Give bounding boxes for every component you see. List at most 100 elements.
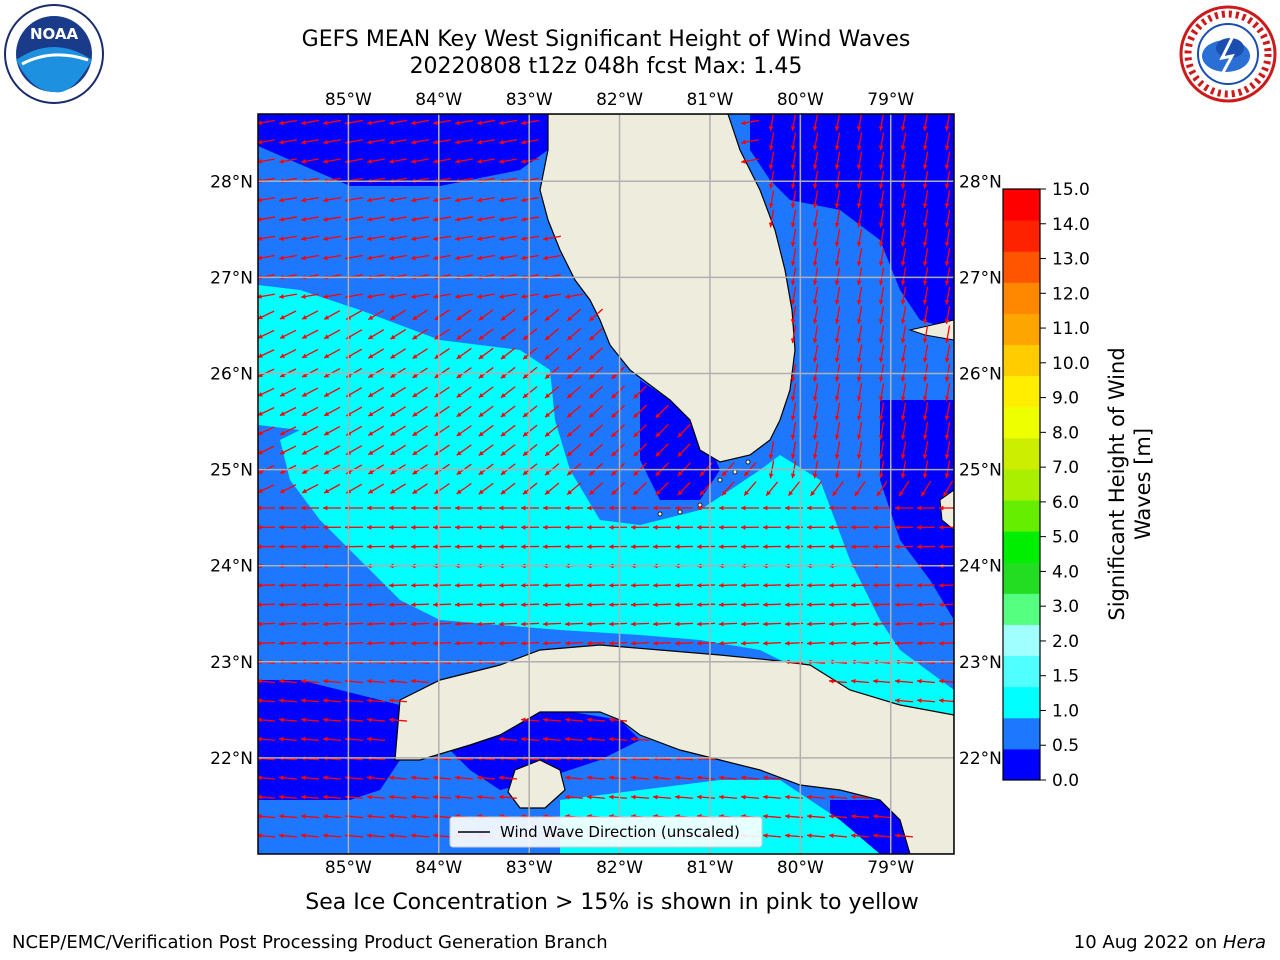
wave-direction-arrow bbox=[300, 698, 320, 703]
wave-direction-arrow bbox=[812, 228, 819, 247]
wave-direction-arrow bbox=[367, 348, 385, 359]
wave-direction-arrow bbox=[812, 306, 819, 324]
wave-direction-arrow bbox=[389, 119, 407, 126]
wave-direction-arrow bbox=[367, 139, 385, 145]
wave-direction-arrow bbox=[412, 328, 428, 340]
wave-direction-arrow bbox=[696, 544, 716, 550]
colorbar-segment bbox=[1003, 531, 1040, 563]
wave-direction-arrow bbox=[323, 310, 341, 320]
wave-direction-arrow bbox=[894, 544, 914, 550]
wave-direction-arrow bbox=[367, 329, 385, 340]
wave-direction-arrow bbox=[279, 139, 297, 145]
wave-direction-arrow bbox=[740, 775, 760, 781]
wave-direction-arrow bbox=[388, 833, 408, 839]
wave-direction-arrow bbox=[278, 544, 298, 550]
wave-direction-arrow bbox=[834, 421, 841, 440]
wave-direction-arrow bbox=[900, 325, 907, 344]
wave-direction-arrow bbox=[454, 582, 474, 588]
wave-direction-arrow bbox=[279, 235, 297, 241]
wave-direction-arrow bbox=[564, 602, 584, 608]
colorbar-segment bbox=[1003, 748, 1040, 781]
wave-direction-arrow bbox=[633, 443, 647, 457]
wave-direction-arrow bbox=[477, 139, 495, 145]
wave-direction-arrow bbox=[944, 286, 951, 305]
wave-direction-arrow bbox=[279, 293, 297, 299]
wave-direction-arrow bbox=[828, 833, 848, 839]
wave-direction-arrow bbox=[674, 505, 694, 511]
wave-direction-arrow bbox=[834, 209, 841, 228]
lon-tick-label-top: 83°W bbox=[506, 90, 553, 110]
wave-direction-arrow bbox=[300, 505, 320, 511]
wave-direction-arrow bbox=[894, 505, 914, 511]
wave-direction-arrow bbox=[301, 445, 319, 455]
wave-direction-arrow bbox=[278, 524, 298, 530]
wave-direction-arrow bbox=[828, 621, 848, 627]
wave-direction-arrow bbox=[944, 441, 951, 460]
wave-direction-arrow bbox=[762, 602, 782, 608]
wave-direction-arrow bbox=[478, 482, 494, 495]
wave-direction-arrow bbox=[412, 309, 428, 321]
wave-direction-arrow bbox=[630, 544, 650, 550]
wave-direction-arrow bbox=[301, 158, 319, 164]
wave-direction-arrow bbox=[856, 383, 863, 402]
lon-tick-label-top: 80°W bbox=[777, 90, 824, 110]
wave-direction-arrow bbox=[878, 151, 885, 170]
wave-direction-arrow bbox=[588, 385, 604, 399]
wave-direction-arrow bbox=[301, 310, 319, 320]
wave-direction-arrow bbox=[564, 736, 584, 742]
colorbar-tick-label: 0.0 bbox=[1052, 771, 1079, 791]
wave-direction-arrow bbox=[586, 640, 606, 646]
wave-direction-arrow bbox=[872, 678, 892, 684]
wave-direction-arrow bbox=[278, 736, 298, 742]
wave-direction-arrow bbox=[389, 254, 407, 261]
wave-direction-arrow bbox=[944, 267, 951, 286]
wave-direction-arrow bbox=[677, 443, 691, 458]
wave-direction-arrow bbox=[944, 383, 951, 402]
wave-direction-arrow bbox=[812, 132, 819, 151]
wave-direction-arrow bbox=[366, 640, 386, 646]
wave-direction-arrow bbox=[322, 794, 342, 800]
wave-direction-arrow bbox=[922, 209, 929, 228]
lon-tick-label-top: 84°W bbox=[415, 90, 462, 110]
wave-direction-arrow bbox=[454, 794, 474, 800]
wave-direction-arrow bbox=[790, 114, 797, 131]
colorbar-tick-label: 12.0 bbox=[1052, 284, 1090, 304]
wave-direction-arrow bbox=[762, 794, 782, 800]
wave-direction-arrow bbox=[696, 794, 716, 800]
wave-direction-arrow bbox=[454, 775, 474, 781]
wave-direction-arrow bbox=[499, 254, 517, 261]
wave-direction-arrow bbox=[878, 286, 885, 305]
wave-direction-arrow bbox=[498, 602, 518, 608]
wave-direction-arrow bbox=[456, 309, 472, 321]
lat-tick-label-left: 28°N bbox=[210, 172, 253, 192]
wave-direction-arrow bbox=[856, 267, 863, 286]
wave-direction-arrow bbox=[300, 640, 320, 646]
wave-direction-arrow bbox=[542, 524, 562, 530]
wave-direction-arrow bbox=[410, 833, 430, 839]
wave-band-1.0-1.5 bbox=[258, 285, 954, 760]
wave-direction-arrow bbox=[279, 119, 297, 126]
wave-direction-arrow bbox=[389, 139, 407, 145]
wave-direction-arrow bbox=[390, 425, 406, 437]
wave-direction-arrow bbox=[500, 482, 516, 495]
colorbar-segment bbox=[1003, 468, 1040, 501]
wave-direction-arrow bbox=[834, 248, 841, 267]
wave-direction-arrow bbox=[922, 248, 929, 267]
wave-direction-arrow bbox=[433, 254, 451, 261]
wave-direction-arrow bbox=[806, 640, 826, 646]
wave-direction-arrow bbox=[850, 602, 870, 608]
wave-direction-arrow bbox=[279, 216, 297, 222]
wave-direction-arrow bbox=[812, 325, 819, 344]
wave-direction-arrow bbox=[388, 602, 408, 608]
wave-direction-arrow bbox=[834, 306, 841, 324]
colorbar-segment bbox=[1003, 686, 1040, 719]
wave-direction-arrow bbox=[258, 254, 275, 261]
wave-direction-arrow bbox=[499, 158, 517, 164]
wave-direction-arrow bbox=[878, 190, 885, 209]
wave-direction-arrow bbox=[812, 151, 819, 170]
wave-band-0.0-0.5 bbox=[258, 114, 548, 186]
wave-direction-arrow bbox=[411, 119, 429, 126]
wave-direction-arrow bbox=[258, 524, 276, 530]
wave-direction-arrow bbox=[944, 402, 951, 421]
wave-direction-arrow bbox=[542, 602, 562, 608]
